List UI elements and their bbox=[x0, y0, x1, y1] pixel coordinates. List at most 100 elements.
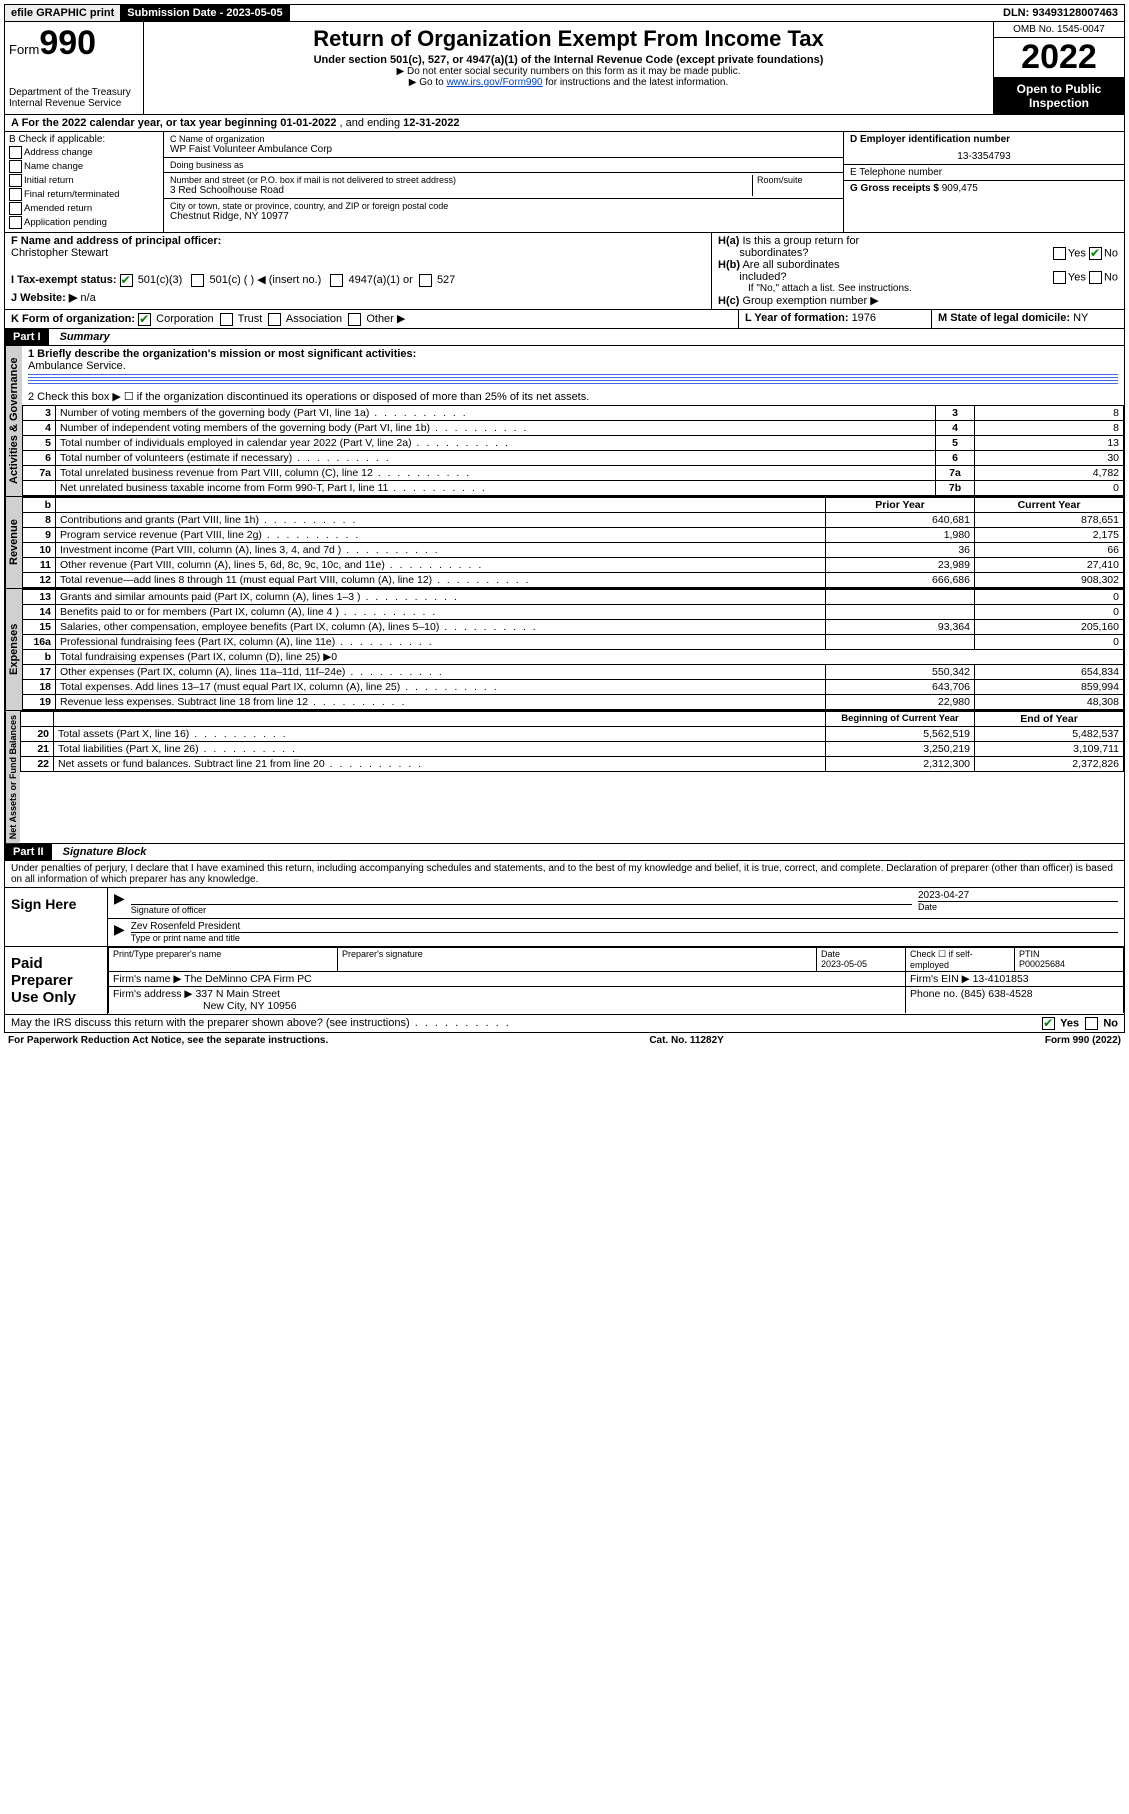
table-row: bTotal fundraising expenses (Part IX, co… bbox=[23, 649, 1124, 664]
ha-yes[interactable] bbox=[1053, 247, 1066, 260]
irs-label: Internal Revenue Service bbox=[9, 98, 139, 109]
table-row: 7aTotal unrelated business revenue from … bbox=[23, 465, 1124, 480]
expenses-section: Expenses 13Grants and similar amounts pa… bbox=[4, 589, 1125, 711]
table-row: 12Total revenue—add lines 8 through 11 (… bbox=[23, 572, 1124, 587]
paperwork-notice: For Paperwork Reduction Act Notice, see … bbox=[8, 1035, 328, 1046]
chk-amended[interactable]: Amended return bbox=[9, 202, 159, 215]
year-formation: 1976 bbox=[852, 312, 876, 324]
hdr-prior: Prior Year bbox=[826, 497, 975, 512]
form-org-label: K Form of organization: bbox=[11, 313, 135, 325]
form-number: 990 bbox=[39, 24, 96, 62]
street-label: Number and street (or P.O. box if mail i… bbox=[170, 175, 752, 185]
col-b-header: B Check if applicable: bbox=[9, 134, 159, 145]
hb-yes[interactable] bbox=[1053, 271, 1066, 284]
domicile-label: M State of legal domicile: bbox=[938, 312, 1073, 324]
chk-assoc[interactable] bbox=[268, 313, 281, 326]
table-row: 6Total number of volunteers (estimate if… bbox=[23, 450, 1124, 465]
firm-ein-label: Firm's EIN ▶ bbox=[910, 973, 973, 985]
phone-label: E Telephone number bbox=[850, 167, 1118, 178]
sign-here-label: Sign Here bbox=[5, 888, 108, 946]
table-row: 9Program service revenue (Part VIII, lin… bbox=[23, 527, 1124, 542]
chk-app-pending[interactable]: Application pending bbox=[9, 216, 159, 229]
table-row: 8Contributions and grants (Part VIII, li… bbox=[23, 512, 1124, 527]
vert-expenses: Expenses bbox=[5, 589, 22, 710]
line2-discontinued: 2 Check this box ▶ ☐ if the organization… bbox=[22, 388, 1124, 405]
part2-label: Part II bbox=[5, 844, 52, 860]
part1-header: Part I Summary bbox=[4, 329, 1125, 346]
chk-527[interactable] bbox=[419, 274, 432, 287]
firm-name-label: Firm's name ▶ bbox=[113, 973, 184, 985]
gross-label: G Gross receipts $ bbox=[850, 183, 942, 194]
form-ref: Form 990 (2022) bbox=[1045, 1035, 1121, 1046]
prep-sig-label: Preparer's signature bbox=[338, 947, 817, 971]
chk-name-change[interactable]: Name change bbox=[9, 160, 159, 173]
table-row: 20Total assets (Part X, line 16)5,562,51… bbox=[21, 726, 1124, 741]
room-label: Room/suite bbox=[752, 175, 837, 196]
section-fh: F Name and address of principal officer:… bbox=[4, 233, 1125, 310]
part1-label: Part I bbox=[5, 329, 49, 345]
chk-corp[interactable] bbox=[138, 313, 151, 326]
form-subtitle: Under section 501(c), 527, or 4947(a)(1)… bbox=[150, 54, 987, 66]
col-b: B Check if applicable: Address change Na… bbox=[5, 132, 164, 232]
discuss-no[interactable] bbox=[1085, 1017, 1098, 1030]
table-row: 18Total expenses. Add lines 13–17 (must … bbox=[23, 679, 1124, 694]
dba-label: Doing business as bbox=[170, 160, 837, 170]
note-link: ▶ Go to www.irs.gov/Form990 for instruct… bbox=[150, 77, 987, 88]
city-value: Chestnut Ridge, NY 10977 bbox=[170, 211, 837, 222]
firm-ein: 13-4101853 bbox=[973, 973, 1029, 985]
irs-link[interactable]: www.irs.gov/Form990 bbox=[446, 77, 542, 88]
table-row: 15Salaries, other compensation, employee… bbox=[23, 619, 1124, 634]
chk-final-return[interactable]: Final return/terminated bbox=[9, 188, 159, 201]
cat-no: Cat. No. 11282Y bbox=[649, 1035, 723, 1046]
officer-label: F Name and address of principal officer: bbox=[11, 235, 221, 247]
year-formation-label: L Year of formation: bbox=[745, 312, 852, 324]
table-row: 4Number of independent voting members of… bbox=[23, 420, 1124, 435]
firm-phone: (845) 638-4528 bbox=[961, 988, 1033, 1000]
firm-name: The DeMinno CPA Firm PC bbox=[184, 973, 312, 985]
table-row: 19Revenue less expenses. Subtract line 1… bbox=[23, 694, 1124, 709]
gov-table: 3Number of voting members of the governi… bbox=[22, 405, 1124, 496]
street-value: 3 Red Schoolhouse Road bbox=[170, 185, 752, 196]
sig-date-label: Date bbox=[918, 901, 1118, 912]
net-hdr-begin: Beginning of Current Year bbox=[826, 711, 975, 726]
sig-officer-label: Signature of officer bbox=[131, 905, 206, 915]
firm-phone-label: Phone no. bbox=[910, 988, 961, 1000]
chk-other[interactable] bbox=[348, 313, 361, 326]
table-row: 3Number of voting members of the governi… bbox=[23, 405, 1124, 420]
mission-label: 1 Briefly describe the organization's mi… bbox=[28, 348, 416, 360]
table-row: 13Grants and similar amounts paid (Part … bbox=[23, 589, 1124, 604]
header-left: Form990 Department of the Treasury Inter… bbox=[5, 22, 144, 114]
open-inspection: Open to Public Inspection bbox=[994, 78, 1124, 114]
ha-no[interactable] bbox=[1089, 247, 1102, 260]
hb-no[interactable] bbox=[1089, 271, 1102, 284]
org-name: WP Faist Volunteer Ambulance Corp bbox=[170, 144, 837, 155]
ein-value: 13-3354793 bbox=[850, 151, 1118, 162]
discuss-yes[interactable] bbox=[1042, 1017, 1055, 1030]
chk-initial-return[interactable]: Initial return bbox=[9, 174, 159, 187]
omb-number: OMB No. 1545-0047 bbox=[994, 22, 1124, 38]
prep-selfemp[interactable]: Check ☐ if self-employed bbox=[906, 947, 1015, 971]
net-hdr-end: End of Year bbox=[975, 711, 1124, 726]
revenue-section: Revenue b Prior Year Current Year 8Contr… bbox=[4, 497, 1125, 589]
website-value: n/a bbox=[80, 292, 95, 304]
hdr-b: b bbox=[23, 497, 56, 512]
chk-4947[interactable] bbox=[330, 274, 343, 287]
arrow-icon: ▶ bbox=[114, 921, 125, 944]
preparer-title: Paid Preparer Use Only bbox=[5, 947, 108, 1014]
officer-name: Christopher Stewart bbox=[11, 247, 108, 259]
table-row: 5Total number of individuals employed in… bbox=[23, 435, 1124, 450]
chk-trust[interactable] bbox=[220, 313, 233, 326]
efile-label[interactable]: efile GRAPHIC print bbox=[5, 5, 121, 21]
table-row: 11Other revenue (Part VIII, column (A), … bbox=[23, 557, 1124, 572]
chk-address-change[interactable]: Address change bbox=[9, 146, 159, 159]
chk-501c3[interactable] bbox=[120, 274, 133, 287]
header-right: OMB No. 1545-0047 2022 Open to Public In… bbox=[993, 22, 1124, 114]
domicile: NY bbox=[1073, 312, 1088, 324]
chk-501c[interactable] bbox=[191, 274, 204, 287]
table-row: 16aProfessional fundraising fees (Part I… bbox=[23, 634, 1124, 649]
dept-treasury: Department of the Treasury bbox=[9, 87, 139, 98]
net-hdr-blank2 bbox=[54, 711, 826, 726]
form-prefix: Form bbox=[9, 42, 39, 57]
org-name-label: C Name of organization bbox=[170, 134, 837, 144]
netassets-section: Net Assets or Fund Balances Beginning of… bbox=[4, 711, 1125, 844]
